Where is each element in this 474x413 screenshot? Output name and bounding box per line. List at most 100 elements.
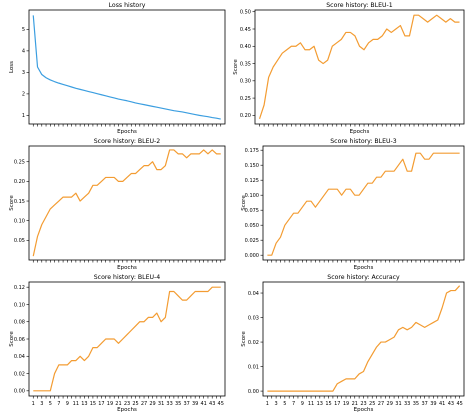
y-tick-label: 0.45: [240, 27, 251, 33]
y-tick-label: 1: [22, 113, 25, 119]
y-tick-label: 0.30: [240, 79, 251, 85]
y-tick-label: 0.02: [248, 340, 259, 346]
x-tick-label: 45: [456, 401, 462, 407]
x-tick-label: 39: [192, 401, 198, 407]
y-tick-label: 0.35: [240, 61, 251, 67]
y-axis-label: Score: [9, 331, 15, 347]
x-tick-label: 19: [343, 401, 349, 407]
y-tick-label: 0.25: [14, 160, 25, 166]
y-tick-label: 0.05: [14, 238, 25, 244]
chart-panel-6: Score history: Accuracy 0.00 0.01 0.02 0.03 0…: [241, 274, 465, 413]
y-tick-label: 4: [22, 49, 25, 55]
x-tick-label: 27: [141, 401, 147, 407]
plot-area-frame: [262, 145, 465, 261]
plot-area-frame: [28, 145, 226, 261]
chart-panel-3: Score history: BLEU-2 0.05 0.10 0.15 0.20 0.2…: [9, 138, 226, 271]
y-tick-label: 0.20: [14, 179, 25, 185]
x-tick-label: 17: [334, 401, 340, 407]
y-tick-label: 0.20: [240, 113, 251, 119]
x-tick-label: 21: [352, 401, 358, 407]
y-tick-label: 0.175: [245, 148, 259, 154]
chart-title: Score history: BLEU-3: [330, 138, 397, 145]
y-tick-label: 2: [22, 92, 25, 98]
x-tick-label: 41: [201, 401, 207, 407]
x-tick-label: 9: [301, 401, 304, 407]
x-tick-label: 11: [73, 401, 79, 407]
x-axis-label: Epochs: [117, 129, 137, 135]
y-tick-label: 5: [22, 27, 25, 33]
x-axis-label: Epochs: [354, 265, 374, 271]
y-tick-label: 0.075: [245, 208, 259, 214]
x-tick-label: 1: [266, 401, 269, 407]
y-axis-label: Score: [241, 195, 247, 211]
series-line-1: [267, 152, 460, 256]
chart-title: Score history: Accuracy: [327, 274, 400, 281]
plot-area-frame: [262, 281, 465, 397]
x-tick-label: 3: [40, 401, 43, 407]
x-tick-label: 37: [183, 401, 189, 407]
series-line-1: [32, 15, 221, 120]
y-tick-label: 0.050: [245, 223, 259, 229]
series-line-1: [258, 14, 460, 120]
plot-area-frame: [28, 281, 226, 397]
x-tick-label: 21: [115, 401, 121, 407]
x-axis-label: Epochs: [117, 407, 137, 413]
y-tick-label: 0.40: [240, 44, 251, 50]
x-tick-label: 43: [448, 401, 454, 407]
y-axis-label: Score: [241, 331, 247, 347]
x-tick-label: 1: [32, 401, 35, 407]
x-tick-label: 19: [107, 401, 113, 407]
x-axis-label: Epochs: [350, 129, 370, 135]
series-line-1: [33, 286, 221, 392]
x-tick-label: 17: [98, 401, 104, 407]
x-tick-label: 23: [360, 401, 366, 407]
y-tick-label: 0.10: [14, 302, 25, 308]
y-tick-label: 0.04: [248, 291, 259, 297]
chart-title: Loss history: [109, 2, 146, 9]
x-tick-label: 33: [404, 401, 410, 407]
y-tick-label: 0.15: [14, 199, 25, 205]
series-line-1: [32, 149, 221, 257]
x-tick-label: 35: [413, 401, 419, 407]
chart-panel-4: Score history: BLEU-3 0.000 0.025 0.050 0.07…: [241, 138, 465, 271]
x-tick-label: 37: [421, 401, 427, 407]
plot-area-frame: [254, 9, 465, 125]
x-tick-label: 7: [57, 401, 60, 407]
y-tick-label: 0.025: [245, 238, 259, 244]
x-tick-label: 5: [49, 401, 52, 407]
x-tick-label: 5: [283, 401, 286, 407]
y-tick-label: 0.10: [14, 218, 25, 224]
x-tick-label: 31: [158, 401, 164, 407]
chart-panel-2: Score history: BLEU-1 0.20 0.25 0.30 0.35 0.4…: [233, 2, 465, 135]
y-tick-label: 0.02: [14, 371, 25, 377]
x-tick-label: 43: [209, 401, 215, 407]
x-tick-label: 29: [387, 401, 393, 407]
y-tick-label: 0.25: [240, 96, 251, 102]
x-tick-label: 3: [275, 401, 278, 407]
y-tick-label: 3: [22, 70, 25, 76]
x-tick-label: 23: [124, 401, 130, 407]
chart-panel-5: Score history: BLEU-4 0.00 0.02 0.04 0.06 0.0…: [9, 274, 226, 413]
chart-title: Score history: BLEU-2: [94, 138, 161, 145]
y-tick-label: 0.01: [248, 364, 259, 370]
y-axis-label: Loss: [9, 61, 15, 73]
x-tick-label: 7: [292, 401, 295, 407]
x-tick-label: 35: [175, 401, 181, 407]
x-tick-label: 27: [378, 401, 384, 407]
plot-area-frame: [28, 9, 226, 125]
y-tick-label: 0.00: [14, 389, 25, 395]
y-tick-label: 0.06: [14, 337, 25, 343]
x-tick-label: 15: [90, 401, 96, 407]
x-axis-label: Epochs: [354, 407, 374, 413]
x-tick-label: 11: [308, 401, 314, 407]
y-tick-label: 0.50: [240, 10, 251, 16]
x-tick-label: 29: [149, 401, 155, 407]
y-tick-label: 0.000: [245, 253, 259, 259]
x-tick-label: 25: [369, 401, 375, 407]
y-tick-label: 0.04: [14, 354, 25, 360]
x-tick-label: 13: [317, 401, 323, 407]
x-tick-label: 41: [439, 401, 445, 407]
x-tick-label: 33: [166, 401, 172, 407]
chart-title: Score history: BLEU-4: [94, 274, 161, 281]
